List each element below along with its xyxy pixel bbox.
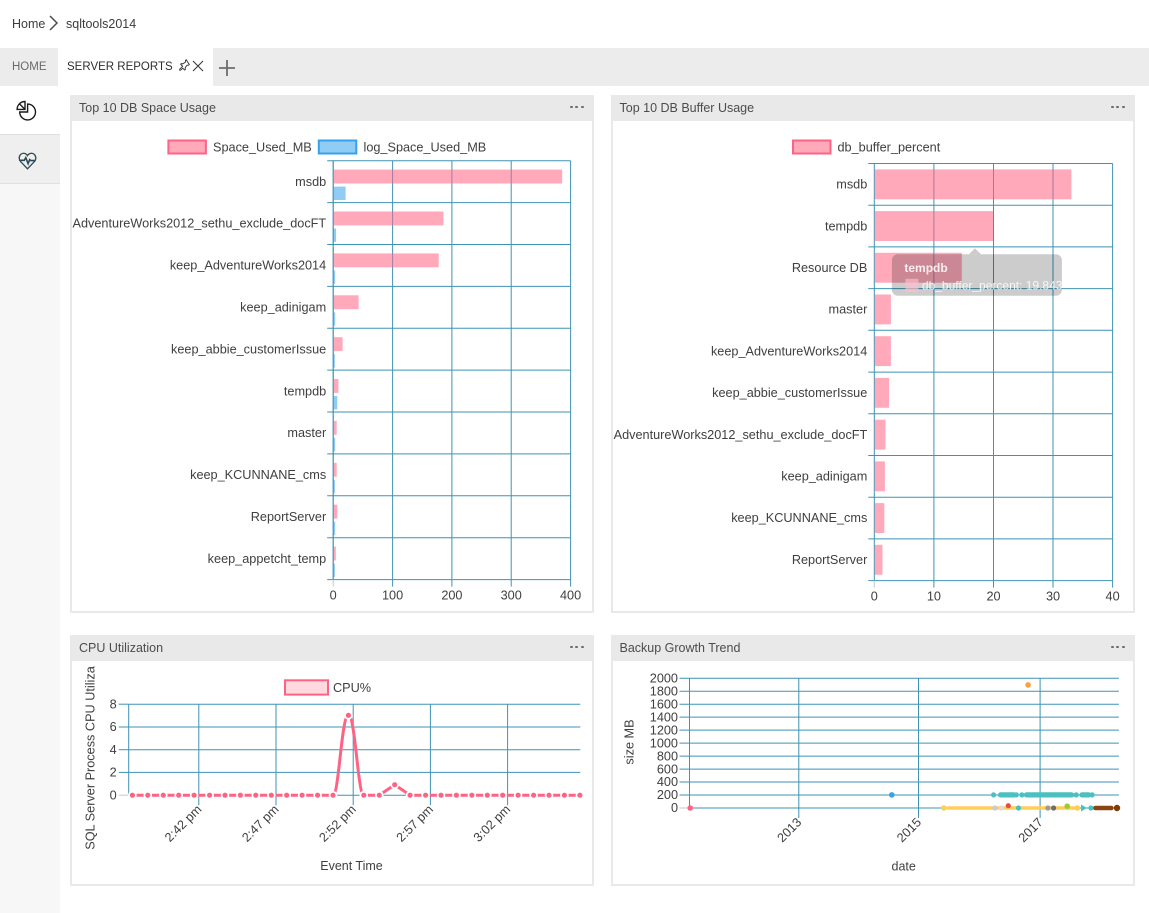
svg-text:600: 600 <box>656 762 677 776</box>
svg-text:0: 0 <box>670 801 677 815</box>
svg-text:tempdb: tempdb <box>824 219 866 233</box>
svg-text:40: 40 <box>1105 590 1119 604</box>
svg-text:2:47 pm: 2:47 pm <box>239 802 281 844</box>
svg-text:1600: 1600 <box>649 697 677 711</box>
svg-text:keep_AdventureWorks2014: keep_AdventureWorks2014 <box>710 344 866 358</box>
svg-text:Resource DB: Resource DB <box>791 261 866 275</box>
svg-text:master: master <box>287 426 327 440</box>
svg-text:keep_appetcht_temp: keep_appetcht_temp <box>208 552 327 566</box>
svg-text:db_buffer_percent: 19.843: db_buffer_percent: 19.843 <box>921 278 1062 292</box>
svg-text:SQL Server Process CPU Utiliza: SQL Server Process CPU Utiliza <box>84 665 98 849</box>
svg-text:2015: 2015 <box>894 815 924 845</box>
svg-text:Event Time: Event Time <box>320 859 383 873</box>
svg-text:2000: 2000 <box>649 671 677 685</box>
svg-text:1800: 1800 <box>649 684 677 698</box>
svg-text:size MB: size MB <box>622 719 636 764</box>
svg-text:1000: 1000 <box>649 736 677 750</box>
svg-text:10: 10 <box>926 590 940 604</box>
svg-text:0: 0 <box>330 589 337 603</box>
svg-text:4: 4 <box>110 743 117 757</box>
svg-text:400: 400 <box>656 775 677 789</box>
svg-text:keep_adinigam: keep_adinigam <box>781 470 867 484</box>
svg-text:2013: 2013 <box>774 815 804 845</box>
svg-text:keep_KCUNNANE_cms: keep_KCUNNANE_cms <box>190 468 326 482</box>
svg-text:800: 800 <box>656 749 677 763</box>
svg-text:1200: 1200 <box>649 723 677 737</box>
svg-text:msdb: msdb <box>295 175 326 189</box>
svg-text:6: 6 <box>110 720 117 734</box>
svg-text:400: 400 <box>560 589 581 603</box>
svg-text:2:52 pm: 2:52 pm <box>317 802 359 844</box>
svg-text:date: date <box>891 860 915 874</box>
svg-text:200: 200 <box>441 589 462 603</box>
svg-text:log_Space_Used_MB: log_Space_Used_MB <box>364 141 487 155</box>
svg-text:8: 8 <box>110 697 117 711</box>
svg-text:keep_abbie_customerIssue: keep_abbie_customerIssue <box>712 386 867 400</box>
svg-text:100: 100 <box>382 589 403 603</box>
svg-text:20: 20 <box>986 590 1000 604</box>
svg-text:2017: 2017 <box>1015 815 1045 845</box>
svg-text:200: 200 <box>656 788 677 802</box>
svg-text:0: 0 <box>110 788 117 802</box>
svg-text:ReportServer: ReportServer <box>251 510 327 524</box>
svg-text:2:42 pm: 2:42 pm <box>162 802 204 844</box>
svg-text:AdventureWorks2012_sethu_exclu: AdventureWorks2012_sethu_exclude_docFT <box>613 428 867 442</box>
svg-text:2: 2 <box>110 766 117 780</box>
svg-text:2:57 pm: 2:57 pm <box>394 802 436 844</box>
svg-text:30: 30 <box>1045 590 1059 604</box>
svg-text:keep_abbie_customerIssue: keep_abbie_customerIssue <box>171 342 326 356</box>
svg-text:keep_adinigam: keep_adinigam <box>240 301 326 315</box>
svg-text:tempdb: tempdb <box>284 384 326 398</box>
svg-text:keep_AdventureWorks2014: keep_AdventureWorks2014 <box>170 259 326 273</box>
svg-text:master: master <box>828 303 868 317</box>
svg-text:0: 0 <box>870 590 877 604</box>
svg-text:ReportServer: ReportServer <box>791 553 867 567</box>
svg-text:Space_Used_MB: Space_Used_MB <box>213 141 312 155</box>
svg-text:tempdb: tempdb <box>904 261 947 275</box>
svg-text:msdb: msdb <box>836 178 867 192</box>
svg-text:db_buffer_percent: db_buffer_percent <box>837 141 940 155</box>
svg-text:300: 300 <box>501 589 522 603</box>
svg-text:AdventureWorks2012_sethu_exclu: AdventureWorks2012_sethu_exclude_docFT <box>73 217 327 231</box>
svg-text:3:02 pm: 3:02 pm <box>471 802 513 844</box>
svg-text:CPU%: CPU% <box>333 681 371 695</box>
svg-text:1400: 1400 <box>649 710 677 724</box>
svg-text:keep_KCUNNANE_cms: keep_KCUNNANE_cms <box>731 511 867 525</box>
